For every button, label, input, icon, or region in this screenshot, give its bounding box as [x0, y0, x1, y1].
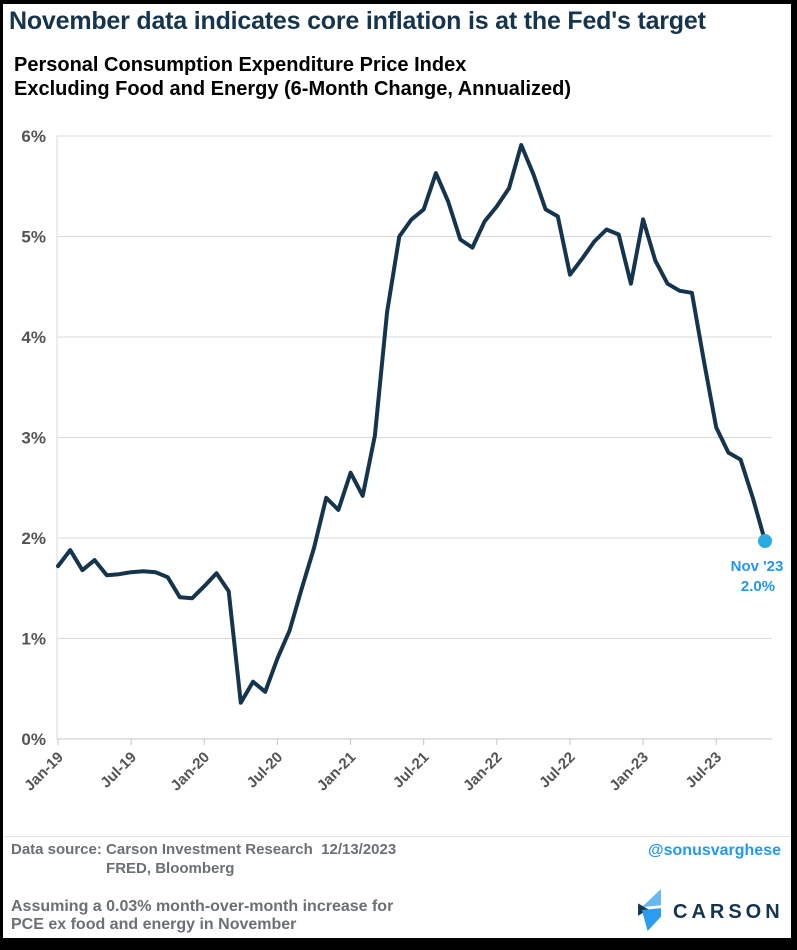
page-title: November data indicates core inflation i… — [9, 7, 706, 35]
data-source-line2: FRED, Bloomberg — [106, 860, 235, 877]
y-tick-label: 4% — [21, 328, 46, 347]
y-tick-label: 1% — [21, 630, 46, 649]
x-tick-label: Jul-21 — [390, 749, 433, 792]
footnote-line2: PCE ex food and energy in November — [11, 915, 297, 933]
annotation-value-label: 2.0% — [741, 578, 775, 595]
x-tick-label: Jan-22 — [460, 749, 506, 795]
x-tick-label: Jan-23 — [606, 749, 652, 795]
annotation-date-label: Nov '23 — [731, 558, 784, 575]
data-source-label: Data source: — [11, 841, 107, 858]
data-series-line — [56, 143, 767, 705]
y-tick-label: 6% — [21, 127, 46, 146]
data-source-line1: Carson Investment Research 12/13/2023 — [106, 841, 397, 858]
carson-logo-text: CARSON — [673, 901, 784, 923]
y-tick-label: 0% — [21, 730, 46, 749]
y-tick-label: 2% — [21, 529, 46, 548]
x-tick-label: Jan-21 — [314, 749, 360, 795]
x-tick-label: Jul-23 — [682, 749, 725, 792]
footer-divider — [3, 836, 791, 837]
x-tick-label: Jul-19 — [97, 749, 140, 792]
y-tick-label: 3% — [21, 429, 46, 448]
chart-subtitle-line2: Excluding Food and Energy (6-Month Chang… — [14, 78, 572, 100]
x-tick-label: Jan-20 — [167, 749, 213, 795]
end-point-dot — [758, 534, 772, 549]
x-tick-label: Jan-19 — [21, 749, 67, 795]
data-source: Data source: Carson Investment Research … — [11, 840, 396, 878]
chart-subtitle-line1: Personal Consumption Expenditure Price I… — [14, 54, 467, 76]
x-tick-label: Jul-20 — [244, 749, 287, 792]
chart-subtitle: Personal Consumption Expenditure Price I… — [14, 53, 571, 101]
footnote-line1: Assuming a 0.03% month-over-month increa… — [11, 898, 394, 915]
y-tick-label: 5% — [21, 228, 46, 247]
footnote: Assuming a 0.03% month-over-month increa… — [11, 898, 393, 933]
carson-logo: CARSON — [638, 888, 784, 932]
carson-logo-mark — [638, 889, 661, 931]
x-tick-label: Jul-22 — [536, 749, 579, 792]
data-source-values: Carson Investment Research 12/13/2023 FR… — [106, 840, 396, 878]
twitter-handle: @sonusvarghese — [648, 842, 781, 859]
